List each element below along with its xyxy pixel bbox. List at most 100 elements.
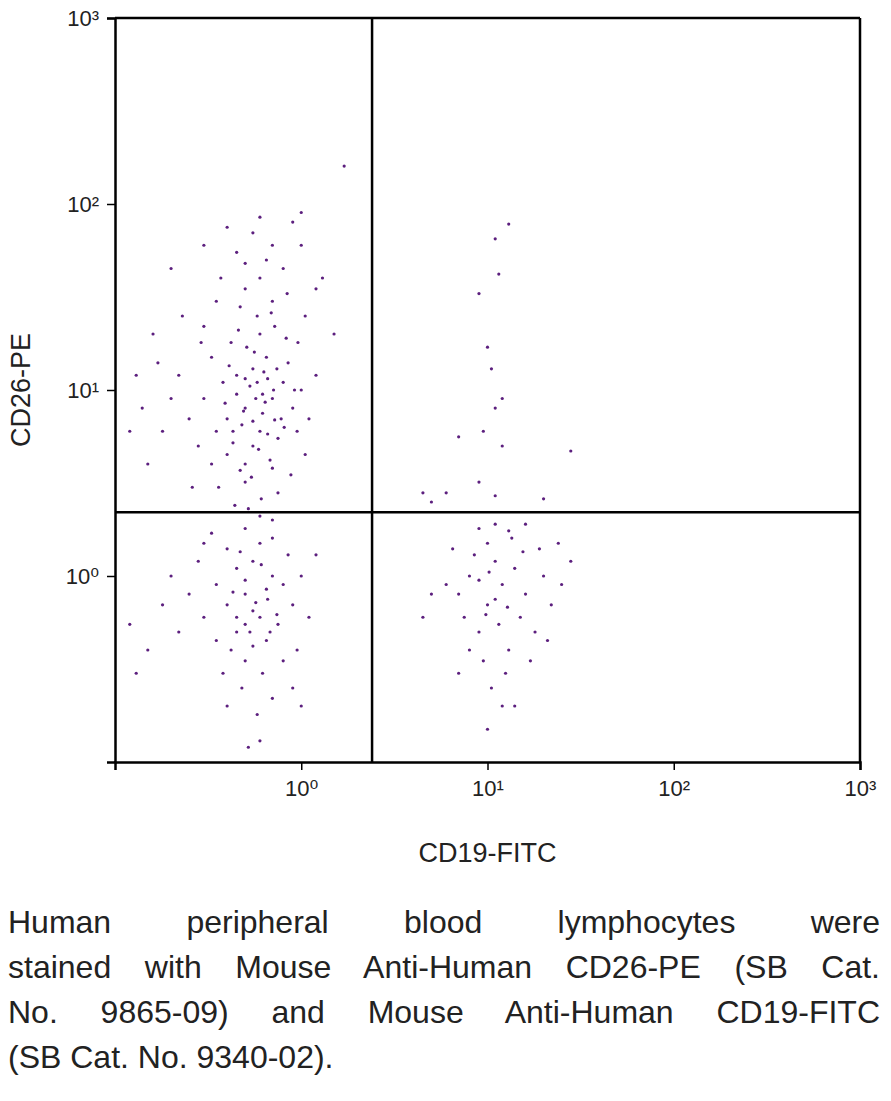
point [430,500,433,503]
point [265,356,268,359]
point [463,616,466,619]
point [421,616,424,619]
tick-label: 10⁰ [285,776,318,801]
point [477,630,480,633]
point [256,314,259,317]
point [296,341,299,344]
point [445,491,448,494]
point [258,430,261,433]
point [256,713,259,716]
point [494,598,497,601]
point [239,550,242,553]
point [501,397,504,400]
point [244,406,247,409]
point [244,287,247,290]
point [202,542,205,545]
point [468,648,471,651]
tick: 10⁰ [285,762,318,801]
point [251,231,254,234]
point [156,361,159,364]
point [235,630,238,633]
point [282,583,285,586]
point [248,384,251,387]
point [181,314,184,317]
point [226,453,229,456]
point [542,497,545,500]
point [501,704,504,707]
point [477,480,480,483]
point [188,417,191,420]
point [524,523,527,526]
point [276,437,279,440]
point [257,448,260,451]
tick-label: 10³ [67,6,99,31]
point [524,592,527,595]
point [215,300,218,303]
point [254,601,257,604]
point [226,417,229,420]
point [258,216,261,219]
quadrant-line-x [371,18,374,762]
point [477,527,480,530]
point [266,432,269,435]
point [275,613,278,616]
point [231,590,234,593]
point [289,473,292,476]
point [261,393,264,396]
point [265,588,268,591]
point [291,686,294,689]
point [197,560,200,563]
point [285,337,288,340]
point [569,560,572,563]
point [202,325,205,328]
point [177,374,180,377]
point [521,550,524,553]
point [260,497,263,500]
point [287,361,290,364]
point [202,244,205,247]
x-axis-title: CD19-FITC [418,838,556,868]
point [151,332,154,335]
point [494,560,497,563]
point [169,267,172,270]
tick: 10² [658,762,690,801]
point [254,397,257,400]
point [258,514,261,517]
tick-label: 10¹ [472,776,504,801]
point [343,164,346,167]
point [219,276,222,279]
point [244,480,247,483]
point [519,616,522,619]
point [128,623,131,626]
points [128,164,572,748]
caption-line: Human peripheral blood lymphocytes were [8,900,880,945]
point [223,402,226,405]
point [268,458,271,461]
point [271,467,274,470]
tick-label: 10² [67,192,99,217]
point [239,469,242,472]
point [256,381,259,384]
point [135,374,138,377]
point [300,388,303,391]
caption-line: stained with Mouse Anti-Human CD26-PE (S… [8,945,880,990]
quadrant-line-y [115,511,860,514]
y-axis: 10⁰10¹10²10³ [66,6,116,763]
point [300,574,303,577]
point [202,397,205,400]
point [546,639,549,642]
point [272,388,275,391]
point [235,567,238,570]
point [507,648,510,651]
point [457,435,460,438]
point [314,553,317,556]
x-axis: 10⁰10¹10²10³ [116,762,877,801]
point [270,311,273,314]
point [228,364,231,367]
axis-line [107,19,116,763]
point [237,328,240,331]
point [291,406,294,409]
point [445,583,448,586]
point [268,630,271,633]
point [146,462,149,465]
